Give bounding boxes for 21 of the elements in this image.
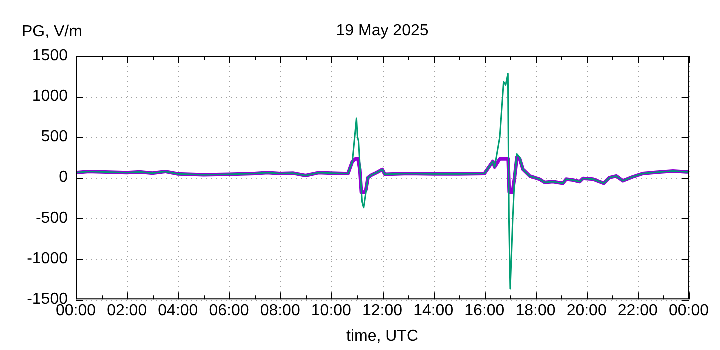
y-tick-label: 1000 bbox=[32, 88, 68, 106]
y-tick-label: 500 bbox=[41, 128, 68, 146]
x-tick-label: 06:00 bbox=[209, 302, 250, 320]
x-tick-label: 00:00 bbox=[668, 302, 710, 320]
chart-title: 19 May 2025 bbox=[336, 22, 429, 40]
x-axis-title: time, UTC bbox=[346, 328, 418, 345]
x-tick-label: 14:00 bbox=[414, 302, 454, 320]
x-tick-label: 20:00 bbox=[566, 302, 607, 320]
y-tick-label: 0 bbox=[59, 169, 68, 186]
y-tick-label: -1000 bbox=[27, 250, 68, 268]
x-tick-label: 08:00 bbox=[260, 302, 300, 320]
y-axis-title: PG, V/m bbox=[22, 23, 82, 40]
y-tick-label: -500 bbox=[36, 210, 68, 227]
y-tick-label: 1500 bbox=[32, 47, 68, 64]
x-tick-label: 12:00 bbox=[362, 302, 403, 320]
x-tick-label: 22:00 bbox=[618, 302, 658, 320]
x-tick-label: 02:00 bbox=[107, 302, 148, 320]
x-tick-label: 18:00 bbox=[516, 302, 556, 320]
x-tick-label: 16:00 bbox=[464, 302, 505, 320]
x-tick-label: 10:00 bbox=[311, 302, 352, 320]
x-tick-label: 04:00 bbox=[158, 302, 198, 320]
